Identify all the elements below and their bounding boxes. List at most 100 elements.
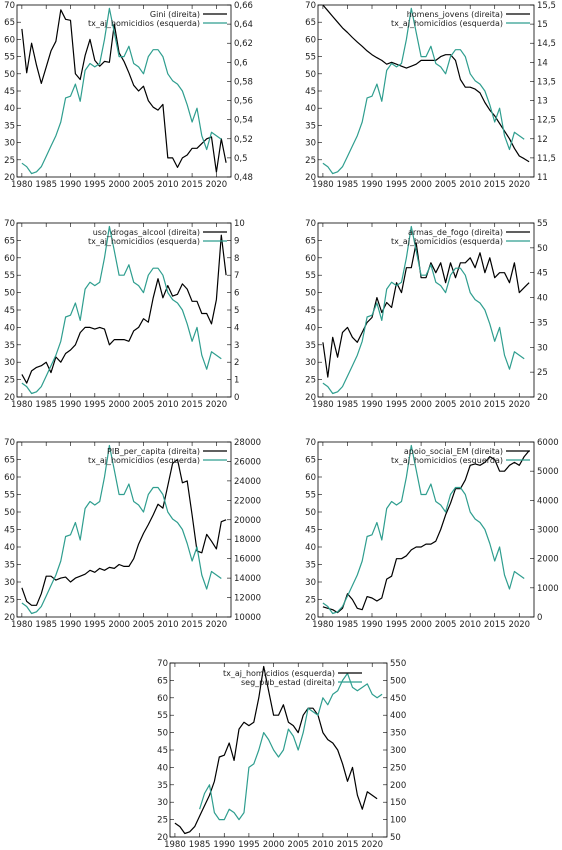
right-y-tick-label: 10	[234, 219, 245, 229]
right-y-tick-label: 12000	[234, 594, 261, 604]
left-y-tick-label: 25	[157, 816, 168, 826]
right-y-tick-label: 50	[390, 833, 401, 843]
left-y-tick-label: 45	[157, 746, 168, 756]
x-tick-label: 2000	[263, 840, 285, 850]
x-tick-label: 1990	[60, 620, 82, 630]
legend-label: apoio_social_EM (direita)	[404, 447, 503, 456]
series-line-2	[21, 7, 222, 175]
right-y-tick-label: 2	[234, 358, 239, 368]
x-tick-label: 2015	[181, 620, 203, 630]
right-y-tick-label: 0	[537, 613, 542, 623]
left-y-tick-label: 50	[4, 289, 15, 299]
left-y-tick-label: 60	[4, 473, 15, 483]
left-y-tick-label: 60	[157, 694, 168, 704]
left-y-tick-label: 55	[4, 491, 15, 501]
left-y-tick-label: 20	[4, 613, 15, 623]
right-y-tick-label: 24000	[234, 477, 261, 487]
right-y-tick-label: 13,5	[537, 77, 556, 87]
chart-panel-1: 1980 1985 1990 1995 2000 2005 2010 2015 20202025…	[4, 1, 253, 190]
right-y-tick-label: 250	[390, 763, 406, 773]
x-tick-label: 2000	[410, 400, 432, 410]
left-y-tick-label: 60	[4, 35, 15, 45]
right-y-tick-label: 450	[390, 694, 406, 704]
right-y-tick-label: 3	[234, 341, 239, 351]
x-tick-label: 1980	[312, 180, 334, 190]
legend-label: tx_aj_homicidios (esquerda)	[88, 19, 200, 28]
left-y-tick-label: 70	[4, 1, 15, 11]
left-y-tick-label: 65	[4, 18, 15, 28]
series-line-2	[199, 672, 383, 821]
right-y-tick-label: 100	[390, 816, 406, 826]
left-y-tick-label: 30	[4, 358, 15, 368]
x-tick-label: 2005	[287, 840, 309, 850]
right-y-tick-label: 40	[537, 294, 548, 304]
x-tick-label: 2020	[508, 400, 530, 410]
x-tick-label: 2000	[410, 620, 432, 630]
left-y-tick-label: 65	[305, 236, 316, 246]
right-y-tick-label: 5	[234, 306, 239, 316]
x-tick-label: 2020	[361, 840, 383, 850]
x-tick-label: 2020	[206, 180, 228, 190]
x-tick-label: 1980	[312, 400, 334, 410]
x-tick-label: 1990	[361, 620, 383, 630]
left-y-tick-label: 40	[4, 543, 15, 553]
right-y-tick-label: 7	[234, 271, 239, 281]
chart-panel-5: 1980 1985 1990 1995 2000 2005 2010 2015 20202025…	[4, 438, 261, 630]
left-y-tick-label: 35	[305, 341, 316, 351]
x-tick-label: 2005	[133, 400, 155, 410]
right-y-tick-label: 1	[234, 376, 239, 386]
x-tick-label: 2015	[484, 180, 506, 190]
series-line-2	[21, 444, 222, 615]
left-y-tick-label: 55	[4, 271, 15, 281]
left-y-tick-label: 25	[4, 156, 15, 166]
right-y-tick-label: 0,56	[234, 97, 253, 107]
x-tick-label: 1980	[11, 400, 33, 410]
chart-panel-2: 1980 1985 1990 1995 2000 2005 2010 2015 20202025…	[305, 1, 556, 190]
right-y-tick-label: 0,6	[234, 58, 248, 68]
left-y-tick-label: 70	[305, 438, 316, 448]
right-y-tick-label: 0,58	[234, 77, 253, 87]
left-y-tick-label: 60	[305, 473, 316, 483]
right-y-tick-label: 0,64	[234, 20, 253, 30]
left-y-tick-label: 30	[305, 578, 316, 588]
x-tick-label: 2020	[206, 620, 228, 630]
right-y-tick-label: 20000	[234, 516, 261, 526]
x-tick-label: 1985	[337, 400, 359, 410]
legend-label: homens_jovens (direita)	[407, 10, 503, 19]
x-tick-label: 1995	[386, 620, 408, 630]
legend-label: tx_aj_homicidios (esquerda)	[223, 669, 335, 678]
x-tick-label: 2020	[508, 620, 530, 630]
legend-label: Gini (direita)	[150, 10, 200, 19]
right-y-tick-label: 22000	[234, 496, 261, 506]
left-y-tick-label: 55	[305, 53, 316, 63]
left-y-tick-label: 40	[305, 104, 316, 114]
left-y-tick-label: 70	[305, 219, 316, 229]
x-tick-label: 1980	[11, 620, 33, 630]
series-line-1	[21, 458, 227, 606]
left-y-tick-label: 45	[305, 526, 316, 536]
series-line-1	[21, 9, 227, 173]
x-tick-label: 2015	[484, 400, 506, 410]
x-tick-label: 1980	[164, 840, 186, 850]
x-tick-label: 2015	[484, 620, 506, 630]
left-y-tick-label: 50	[4, 70, 15, 80]
right-y-tick-label: 0,62	[234, 39, 253, 49]
x-tick-label: 1995	[386, 400, 408, 410]
right-y-tick-label: 14000	[234, 574, 261, 584]
left-y-tick-label: 60	[4, 254, 15, 264]
series-line-2	[322, 444, 525, 615]
left-y-tick-label: 65	[305, 456, 316, 466]
x-tick-label: 1985	[35, 400, 57, 410]
x-tick-label: 2005	[133, 180, 155, 190]
right-y-tick-label: 13	[537, 97, 548, 107]
right-y-tick-label: 45	[537, 269, 548, 279]
right-y-tick-label: 3000	[537, 526, 559, 536]
right-y-tick-label: 6000	[537, 438, 559, 448]
left-y-tick-label: 20	[4, 173, 15, 183]
chart-panel-3: 1980 1985 1990 1995 2000 2005 2010 2015 20202025…	[4, 219, 245, 410]
legend-label: tx_aj_homicidios (esquerda)	[391, 456, 503, 465]
right-y-tick-label: 9	[234, 236, 239, 246]
left-y-tick-label: 50	[157, 729, 168, 739]
right-y-tick-label: 200	[390, 781, 406, 791]
